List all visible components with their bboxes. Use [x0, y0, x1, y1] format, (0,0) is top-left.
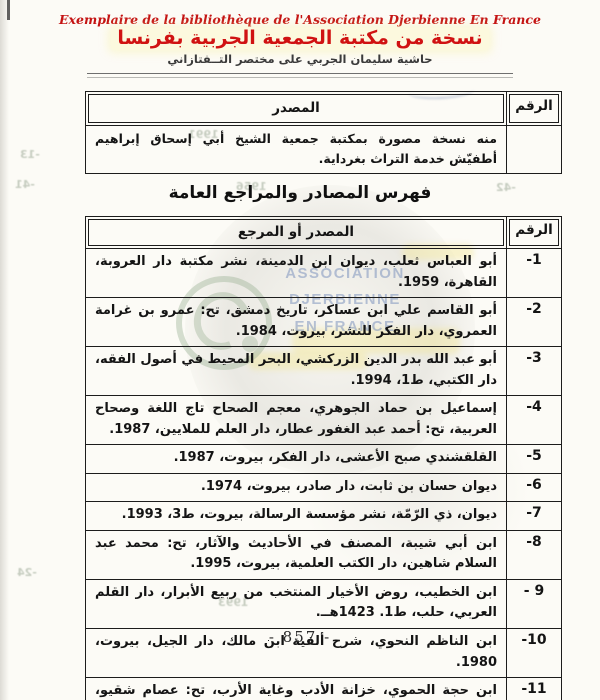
- number-column-header: الرقم: [506, 90, 562, 127]
- reference-entry: أبو عبد الله بدر الدين الزركشي، البحر ال…: [85, 346, 507, 397]
- source-note-cell: منه نسخة مصورة بمكتبة جمعية الشيخ أبي إس…: [85, 125, 507, 174]
- reference-row: -10 ابن الناظم النحوي، شرح ألفية ابن مال…: [85, 627, 562, 679]
- reference-row: -3 أبو عبد الله بدر الدين الزركشي، البحر…: [85, 346, 562, 397]
- reference-entry: أبو العباس ثعلب، ديوان ابن الدمينة، نشر …: [85, 247, 507, 299]
- reference-entry: إسماعيل بن حماد الجوهري، معجم الصحاح تاج…: [85, 395, 507, 446]
- reference-entry: القلقشندي صبح الأعشى، دار الفكر، بيروت، …: [85, 444, 507, 474]
- reference-number: -8: [506, 529, 562, 580]
- reference-number: -3: [506, 346, 562, 397]
- table-header-row: الرقم المصدر: [85, 90, 562, 127]
- table-row: منه نسخة مصورة بمكتبة جمعية الشيخ أبي إس…: [85, 125, 562, 174]
- reference-number: -6: [506, 472, 562, 503]
- reference-entry: ابن الناظم النحوي، شرح ألفية ابن مالك، د…: [85, 627, 507, 679]
- reference-number: - 9: [506, 578, 562, 629]
- library-stamp-french: Exemplaire de la bibliothèque de l'Assoc…: [59, 12, 541, 27]
- reference-row: -8 ابن أبي شيبة، المصنف في الأحاديث والآ…: [85, 529, 562, 580]
- page-content: Exemplaire de la bibliothèque de l'Assoc…: [0, 12, 600, 700]
- reference-entry: ابن أبي شيبة، المصنف في الأحاديث والآثار…: [85, 529, 507, 580]
- reference-row: -2 أبو القاسم علي ابن عساكر، تاريخ دمشق،…: [85, 297, 562, 348]
- reference-row: -6 ديوان حسان بن ثابت، دار صادر، بيروت، …: [85, 472, 562, 503]
- reference-number: -1: [506, 247, 562, 299]
- scan-edge-mark: [7, 0, 10, 20]
- reference-entry: أبو القاسم علي ابن عساكر، تاريخ دمشق، تح…: [85, 297, 507, 348]
- source-note-table: الرقم المصدر منه نسخة مصورة بمكتبة جمعية…: [85, 90, 562, 174]
- reference-number: -7: [506, 501, 562, 531]
- reference-number: -5: [506, 444, 562, 474]
- reference-entry: ديوان حسان بن ثابت، دار صادر، بيروت، 197…: [85, 472, 507, 503]
- source-column-header: المصدر أو المرجع: [85, 215, 507, 250]
- table-header-row: الرقم المصدر أو المرجع: [85, 215, 562, 250]
- reference-row: -11 ابن حجة الحموي، خزانة الأدب وغاية ال…: [85, 677, 562, 700]
- reference-row: -4 إسماعيل بن حماد الجوهري، معجم الصحاح …: [85, 395, 562, 446]
- book-title: حاشية سليمان الجربي على مختصر التــفتازا…: [167, 51, 433, 66]
- references-body: الرقم المصدر أو المرجع -1 أبو العباس ثعل…: [85, 215, 562, 700]
- reference-number: -11: [506, 677, 562, 700]
- number-cell-empty: [506, 125, 562, 174]
- source-column-header: المصدر: [85, 90, 507, 127]
- reference-row: -7 ديوان، ذي الرّمّة، نشر مؤسسة الرسالة،…: [85, 501, 562, 531]
- reference-entry: ابن حجة الحموي، خزانة الأدب وغاية الأرب،…: [85, 677, 507, 700]
- references-table: الرقم المصدر أو المرجع -1 أبو العباس ثعل…: [85, 215, 562, 700]
- page-number: - 857 -: [268, 628, 332, 646]
- reference-entry: ابن الخطيب، روض الأخيار المنتخب من ربيع …: [85, 578, 507, 629]
- reference-number: -4: [506, 395, 562, 446]
- reference-row: -5 القلقشندي صبح الأعشى، دار الفكر، بيرو…: [85, 444, 562, 474]
- reference-number: -2: [506, 297, 562, 348]
- reference-number: -10: [506, 627, 562, 679]
- library-stamp-arabic-wrap: نسخة من مكتبة الجمعية الجربية بفرنسا: [0, 27, 600, 50]
- number-column-header: الرقم: [506, 215, 562, 250]
- header-divider: [87, 72, 513, 78]
- reference-entry: ديوان، ذي الرّمّة، نشر مؤسسة الرسالة، بي…: [85, 501, 507, 531]
- reference-row: -1 أبو العباس ثعلب، ديوان ابن الدمينة، ن…: [85, 247, 562, 299]
- section-heading: فهرس المصادر والمراجع العامة: [168, 182, 432, 203]
- reference-row: - 9 ابن الخطيب، روض الأخيار المنتخب من ر…: [85, 578, 562, 629]
- library-stamp-arabic: نسخة من مكتبة الجمعية الجربية بفرنسا: [111, 27, 489, 50]
